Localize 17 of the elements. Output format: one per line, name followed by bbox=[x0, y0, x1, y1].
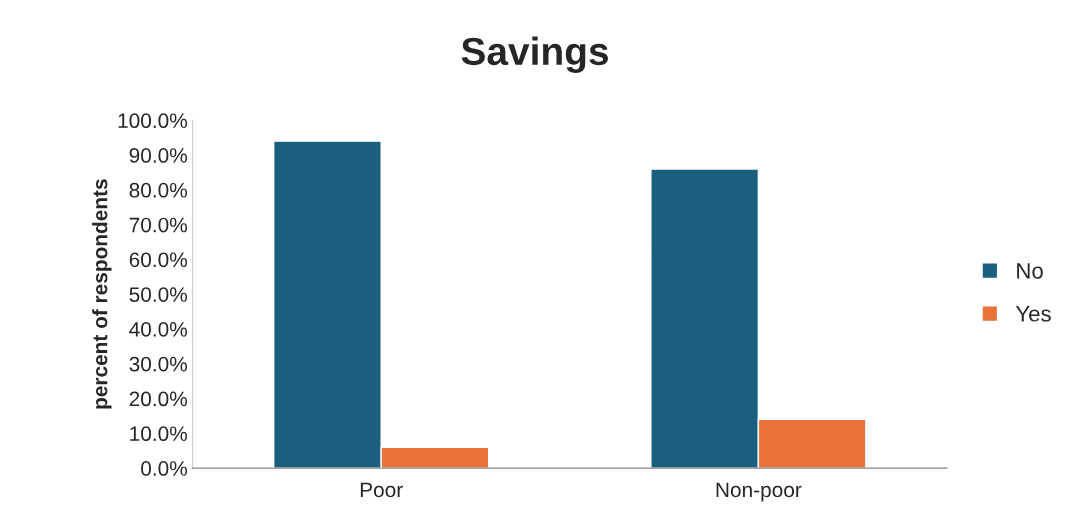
chart-title: Savings bbox=[461, 36, 608, 74]
legend-label: Yes bbox=[1015, 306, 1051, 322]
y-tick-label: 100.0% bbox=[118, 113, 187, 129]
y-tick-label: 70.0% bbox=[129, 217, 187, 233]
x-tick-label: Poor bbox=[360, 482, 403, 498]
y-tick-label: 80.0% bbox=[129, 182, 187, 198]
y-tick-label: 60.0% bbox=[129, 252, 187, 268]
y-tick-label: 0.0% bbox=[141, 461, 187, 476]
y-tick-label: 20.0% bbox=[129, 391, 187, 407]
y-tick-label: 40.0% bbox=[129, 321, 187, 337]
y-tick-label: 90.0% bbox=[129, 148, 187, 163]
y-tick-label: 10.0% bbox=[130, 426, 187, 442]
y-tick-label: 30.0% bbox=[129, 356, 187, 372]
y-tick-label: 50.0% bbox=[129, 287, 187, 302]
y-axis-title: percent of respondents bbox=[92, 179, 112, 409]
x-tick-label: Non-poor bbox=[716, 482, 802, 502]
legend-label: No bbox=[1017, 263, 1043, 279]
